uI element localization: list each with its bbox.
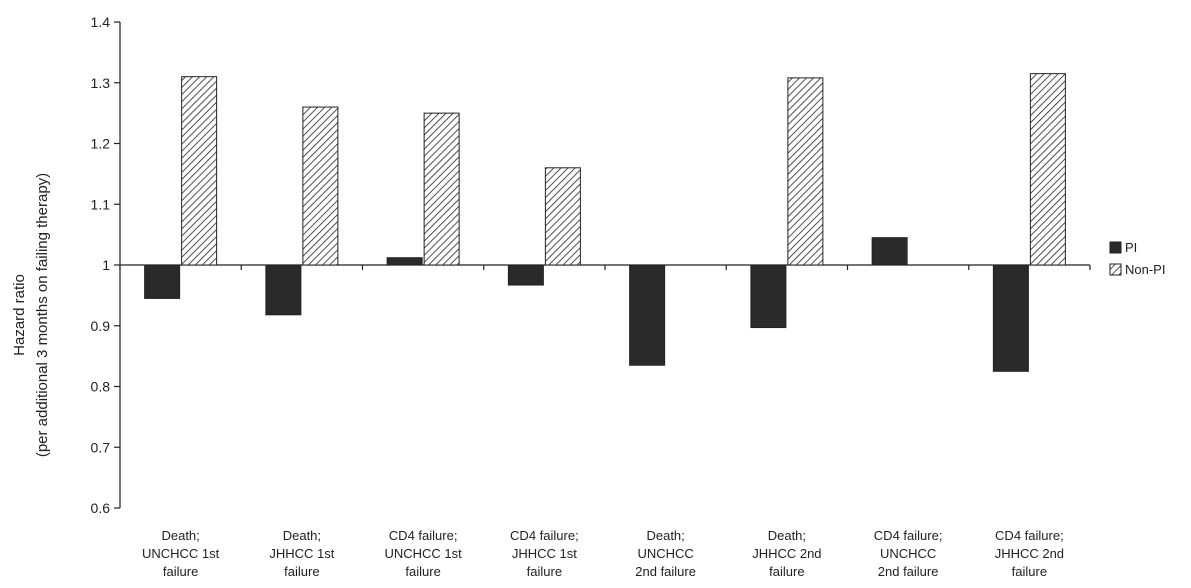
y-tick-label: 1.1 [91, 196, 111, 212]
bar-non-pi [181, 76, 218, 266]
legend: PI Non-PI [1104, 238, 1186, 288]
y-tick-label: 1 [102, 257, 110, 273]
bar-pi [750, 264, 787, 329]
bars [144, 73, 1066, 372]
y-tick-label: 0.7 [91, 439, 111, 455]
category-label: failure [1012, 564, 1047, 579]
y-tick-label: 1.4 [91, 14, 111, 30]
y-tick-label: 0.8 [91, 379, 111, 395]
category-label: CD4 failure; [874, 528, 943, 543]
bar-pi [265, 264, 302, 316]
category-label: CD4 failure; [389, 528, 458, 543]
category-label: failure [527, 564, 562, 579]
bar-non-pi [1029, 73, 1066, 266]
y-tick-label: 0.9 [91, 318, 111, 334]
category-label: JHHCC 2nd [995, 546, 1064, 561]
bar-pi [871, 237, 908, 266]
category-label: 2nd failure [878, 564, 939, 579]
y-axis-title-line-1: Hazard ratio [11, 274, 28, 356]
category-label: JHHCC 1st [269, 546, 334, 561]
category-label: failure [405, 564, 440, 579]
y-tick-label: 0.6 [91, 500, 111, 516]
legend-label: PI [1125, 240, 1137, 255]
legend-swatch [1109, 263, 1122, 276]
category-label: 2nd failure [635, 564, 696, 579]
category-label: CD4 failure; [995, 528, 1064, 543]
category-label: UNCHCC [637, 546, 693, 561]
category-label: UNCHCC 1st [142, 546, 220, 561]
bar-pi [507, 264, 544, 286]
bar-pi [386, 257, 423, 266]
category-label: JHHCC 2nd [752, 546, 821, 561]
category-label: UNCHCC 1st [384, 546, 462, 561]
bar-non-pi [544, 167, 581, 266]
bar-pi [629, 264, 666, 366]
bar-pi [144, 264, 181, 299]
legend-label: Non-PI [1125, 262, 1165, 277]
category-label: JHHCC 1st [512, 546, 577, 561]
category-label: UNCHCC [880, 546, 936, 561]
category-label: Death; [646, 528, 684, 543]
legend-swatch [1109, 241, 1122, 254]
category-label: Death; [161, 528, 199, 543]
category-label: CD4 failure; [510, 528, 579, 543]
category-label: failure [769, 564, 804, 579]
bar-non-pi [787, 77, 824, 266]
y-tick-label: 1.2 [91, 136, 111, 152]
category-label: Death; [283, 528, 321, 543]
y-axis-title: Hazard ratio (per additional 3 months on… [11, 173, 51, 457]
category-label: failure [163, 564, 198, 579]
y-tick-label: 1.3 [91, 75, 111, 91]
y-axis-title-line-2: (per additional 3 months on failing ther… [34, 173, 51, 457]
category-label: failure [284, 564, 319, 579]
bar-non-pi [423, 112, 460, 266]
category-label: Death; [768, 528, 806, 543]
category-labels: Death; UNCHCC 1st failure Death; JHHCC 1st fa… [142, 528, 1064, 579]
y-axis: 0.6 0.7 0.8 0.9 1 1.1 1.2 1.3 1.4 [91, 14, 121, 516]
bar-non-pi [302, 106, 339, 266]
bar-pi [992, 264, 1029, 372]
